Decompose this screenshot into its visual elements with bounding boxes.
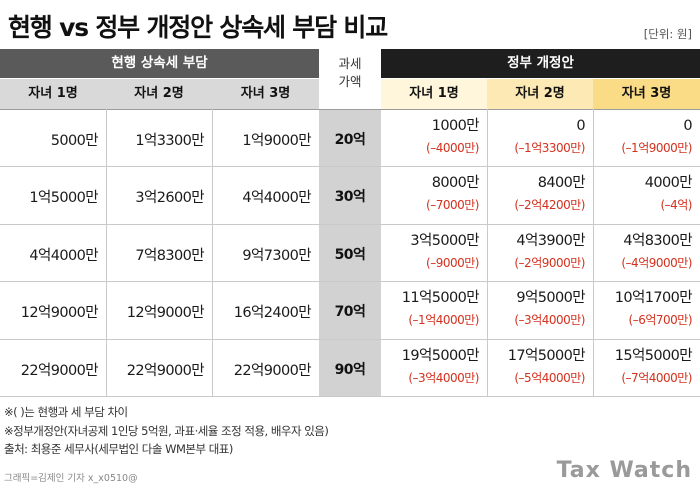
gov-value: 9억5000만: [516, 290, 585, 306]
column-divider: [106, 109, 107, 396]
col-header-current-3: 자녀 3명: [212, 79, 319, 109]
taxable-cell-r5: 90억: [334, 362, 366, 378]
gov-cell-r5-c2: 17억5000만 (–5억4000만): [487, 347, 586, 387]
taxable-cell-r1: 20억: [334, 132, 366, 148]
gov-cell-r1-c2: 0 (–1억3300만): [487, 117, 585, 157]
gov-diff: (–2억4200만): [514, 198, 585, 212]
gov-value: 10억1700만: [614, 290, 693, 306]
gov-diff: (–4억9000만): [621, 256, 692, 270]
gov-cell-r1-c1: 1000만 (–4000만): [381, 117, 480, 157]
group-header-gov: 정부 개정안: [381, 49, 700, 78]
gov-value: 4000만: [644, 175, 693, 191]
col-header-gov-1: 자녀 1명: [381, 79, 487, 109]
current-cell-r3-c3: 9억7300만: [242, 248, 311, 264]
taxable-cell-r3: 50억: [334, 247, 366, 263]
taxable-header: 과세 가액: [319, 55, 381, 95]
gov-value: 4억3900만: [516, 233, 585, 249]
gov-value: 8400만: [537, 175, 586, 191]
gov-diff: (–6억700만): [628, 313, 693, 327]
row-divider: [0, 281, 700, 282]
gov-diff: (–2억9000만): [514, 256, 585, 270]
footnote-2: ※정부개정안(자녀공제 1인당 5억원, 과표·세율 조정 적용, 배우자 있음…: [4, 423, 329, 438]
current-cell-r5-c1: 22억9000만: [20, 363, 99, 379]
gov-diff: (–3억4000만): [408, 371, 479, 385]
footnote-3: 출처: 최용준 세무사(세무법인 다솔 WM본부 대표): [4, 442, 233, 456]
current-cell-r4-c3: 16억2400만: [233, 305, 312, 321]
current-cell-r5-c2: 22억9000만: [126, 363, 205, 379]
column-divider: [212, 109, 213, 396]
gov-cell-r2-c3: 4000만 (–4억): [593, 174, 693, 214]
gov-cell-r4-c1: 11억5000만 (–1억4000만): [381, 289, 480, 329]
col-header-gov-3: 자녀 3명: [593, 79, 700, 109]
current-cell-r3-c2: 7억8300만: [135, 248, 204, 264]
column-divider: [487, 109, 488, 396]
taxable-header-line2: 가액: [338, 74, 362, 89]
taxable-column-bg: [319, 109, 381, 396]
gov-diff: (–9000만): [426, 256, 479, 270]
col-header-gov-2: 자녀 2명: [487, 79, 593, 109]
current-cell-r5-c3: 22억9000만: [233, 363, 312, 379]
group-header-current: 현행 상속세 부담: [0, 49, 319, 78]
current-cell-r1-c1: 5000만: [50, 133, 99, 149]
row-divider: [0, 339, 700, 340]
gov-value: 3억5000만: [410, 233, 479, 249]
current-cell-r2-c1: 1억5000만: [29, 190, 98, 206]
column-divider: [593, 109, 594, 396]
gov-diff: (–1억3300만): [514, 141, 585, 155]
footnote-1: ※( )는 현행과 세 부담 차이: [4, 405, 128, 419]
gov-value: 1000만: [431, 118, 480, 134]
gov-value: 0: [683, 118, 692, 134]
current-cell-r4-c2: 12억9000만: [126, 305, 205, 321]
gov-cell-r2-c2: 8400만 (–2억4200만): [487, 174, 585, 214]
gov-diff: (–1억9000만): [621, 141, 692, 155]
gov-diff: (–3억4000만): [514, 313, 585, 327]
gov-value: 4억8300만: [623, 233, 692, 249]
gov-diff: (–7억4000만): [621, 371, 692, 385]
graphic-credit: 그래픽=김제인 기자 x_x0510@: [4, 473, 138, 484]
gov-cell-r3-c3: 4억8300만 (–4억9000만): [593, 232, 692, 272]
taxwatch-logo: Tax Watch: [556, 458, 692, 483]
unit-note: [단위: 원]: [643, 27, 692, 41]
gov-value: 0: [576, 118, 585, 134]
gov-cell-r1-c3: 0 (–1억9000만): [593, 117, 692, 157]
taxable-cell-r4: 70억: [334, 304, 366, 320]
gov-value: 8000만: [431, 175, 480, 191]
gov-value: 19억5000만: [401, 348, 480, 364]
row-divider: [0, 396, 700, 397]
gov-cell-r4-c2: 9억5000만 (–3억4000만): [487, 289, 585, 329]
row-divider: [0, 109, 700, 110]
col-header-current-1: 자녀 1명: [0, 79, 106, 109]
col-header-current-2: 자녀 2명: [106, 79, 212, 109]
gov-diff: (–5억4000만): [514, 371, 585, 385]
taxable-cell-r2: 30억: [334, 189, 366, 205]
current-cell-r2-c2: 3억2600만: [135, 190, 204, 206]
gov-cell-r4-c3: 10억1700만 (–6억700만): [593, 289, 693, 329]
gov-diff: (–4000만): [426, 141, 479, 155]
gov-cell-r3-c2: 4억3900만 (–2억9000만): [487, 232, 585, 272]
row-divider: [0, 166, 700, 167]
gov-cell-r5-c3: 15억5000만 (–7억4000만): [593, 347, 693, 387]
gov-diff: (–4억): [660, 198, 692, 212]
gov-value: 11억5000만: [401, 290, 480, 306]
gov-diff: (–1억4000만): [408, 313, 479, 327]
gov-cell-r5-c1: 19억5000만 (–3억4000만): [381, 347, 480, 387]
gov-diff: (–7000만): [426, 198, 479, 212]
current-cell-r2-c3: 4억4000만: [242, 190, 311, 206]
current-cell-r1-c2: 1억3300만: [135, 133, 204, 149]
page-title: 현행 vs 정부 개정안 상속세 부담 비교: [8, 13, 388, 42]
gov-value: 15억5000만: [614, 348, 693, 364]
row-divider: [0, 224, 700, 225]
current-cell-r3-c1: 4억4000만: [29, 248, 98, 264]
gov-cell-r3-c1: 3억5000만 (–9000만): [381, 232, 479, 272]
gov-value: 17억5000만: [507, 348, 586, 364]
current-cell-r1-c3: 1억9000만: [242, 133, 311, 149]
current-cell-r4-c1: 12억9000만: [20, 305, 99, 321]
gov-cell-r2-c1: 8000만 (–7000만): [381, 174, 480, 214]
taxable-header-line1: 과세: [338, 56, 362, 71]
